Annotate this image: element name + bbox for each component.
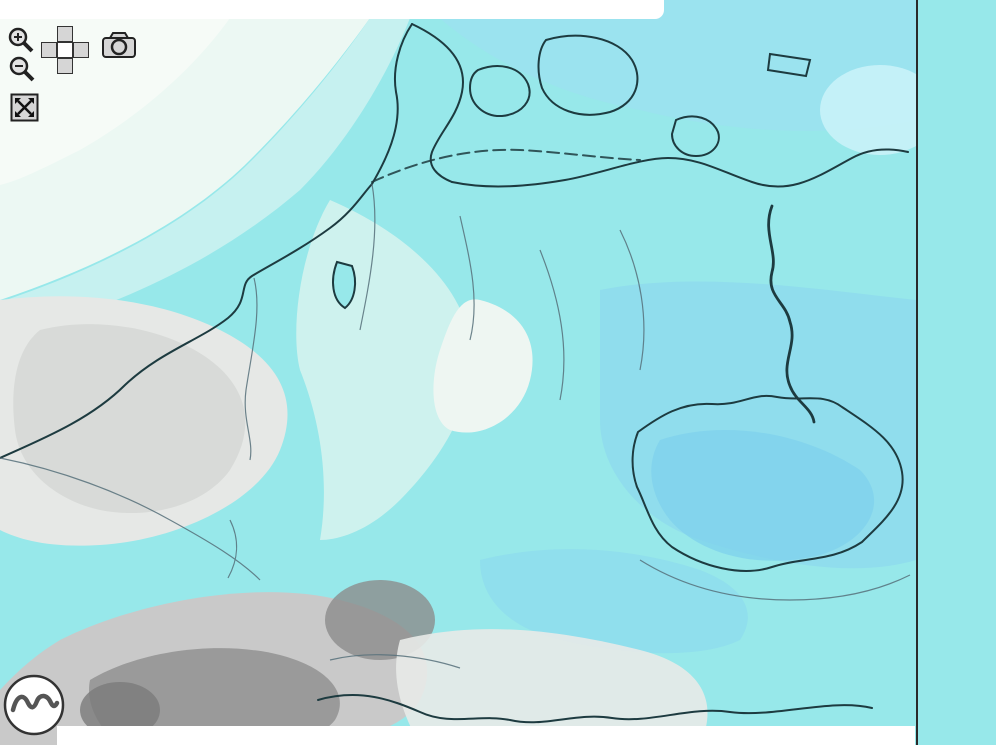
country-borders — [0, 23, 909, 724]
pan-center — [57, 42, 73, 58]
pan-right-button[interactable] — [73, 42, 89, 58]
cloud-cover-legend — [916, 0, 996, 745]
pan-left-button[interactable] — [41, 42, 57, 58]
fullscreen-button[interactable] — [10, 93, 39, 122]
zoom-out-button[interactable] — [9, 56, 37, 84]
pan-down-button[interactable] — [57, 58, 73, 74]
camera-snapshot-button[interactable] — [101, 30, 137, 60]
admin-borders — [0, 183, 911, 669]
pan-up-button[interactable] — [57, 26, 73, 42]
pan-pad — [41, 26, 89, 74]
attribution-bar — [57, 726, 915, 745]
legend-scale — [918, 0, 996, 745]
logo-wave-icon — [10, 693, 60, 713]
metmaps-logo — [3, 674, 65, 736]
map-canvas[interactable] — [0, 0, 916, 745]
title-bar — [0, 0, 664, 19]
zoom-in-button[interactable] — [8, 27, 36, 55]
